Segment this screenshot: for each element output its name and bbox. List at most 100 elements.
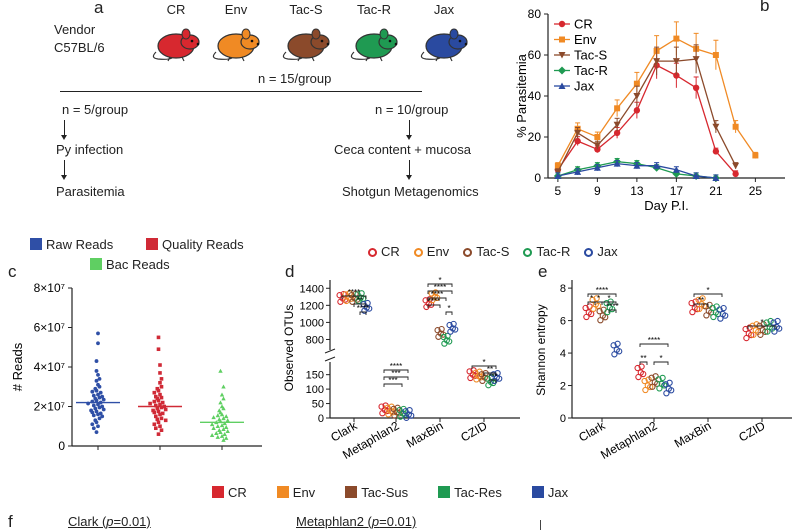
y-tick-label: 20 [528,130,542,144]
data-point [90,389,95,394]
data-point [91,413,96,418]
bracket-line [639,361,648,365]
significance-bracket: ** [483,365,497,376]
data-point [438,325,445,333]
data-point [163,407,168,412]
bracket-line [353,303,367,307]
mouse-leg [435,56,439,62]
bracket-line [427,290,453,294]
data-point [159,428,164,432]
y-axis-label: # Reads [10,342,25,391]
data-point [673,35,680,42]
series-jax [554,160,720,181]
x-tick-label: 25 [749,184,763,198]
data-point [712,148,720,155]
mouse-leg [241,56,245,62]
category-metaphlan2 [634,363,675,397]
legend-text: Jax [574,79,595,94]
data-point [655,376,662,383]
legend-bottom-env: Env [276,485,315,500]
data-point [221,437,226,442]
axis-break [324,356,336,362]
x-tick-label: 9 [594,184,601,198]
bracket-stars: * [706,286,709,295]
data-point [770,319,777,326]
significance-bracket: *** [383,369,409,380]
data-point [219,392,225,397]
bracket-line [601,301,617,305]
data-point [98,390,103,395]
data-point [712,52,719,58]
data-point [695,296,702,304]
mouse-nose [326,42,330,46]
data-point [152,390,157,395]
data-point [90,422,95,427]
data-point [101,407,106,412]
data-point [554,172,562,179]
data-point [158,363,162,367]
data-point [443,337,450,344]
data-point [211,415,216,420]
significance-bracket: **** [587,286,617,297]
bracket-stars: **** [348,288,360,297]
y-tick-label: 60 [528,48,542,62]
mouse-icon-env [212,28,260,62]
data-point [585,309,592,316]
legend-marker [558,66,566,75]
data-point [90,410,95,415]
data-point [634,364,641,372]
data-point [97,416,102,421]
data-point [699,295,706,302]
y-tick-label: 150 [306,370,324,382]
data-point [148,401,152,406]
data-point [472,369,479,376]
data-point [156,335,161,340]
category-maxbin [688,295,729,322]
group-bac-reads [200,368,244,442]
data-point [152,410,157,415]
data-point [158,402,162,407]
data-point [582,304,589,312]
significance-bracket: **** [427,283,453,294]
legend-de-env: Env [413,244,449,259]
data-point [219,433,225,438]
x-tick-label: 17 [670,184,684,198]
data-point [219,412,225,417]
legend-de-text: CR [381,244,400,259]
mouse-ear [449,28,459,40]
x-axis-label: Day P.I. [644,198,689,213]
data-point [224,425,229,430]
data-point [574,129,582,137]
bracket-stars: * [760,318,763,327]
legend-bottom-text: Jax [547,485,569,500]
bracket-stars: **** [390,362,402,371]
branch-line [60,91,422,92]
data-point [692,56,700,63]
group-quality-reads [138,335,182,436]
data-point [357,294,364,301]
legend-text: Env [574,32,597,47]
panel-label-d: d [285,262,295,281]
y-tick-label: 2 [560,381,566,393]
data-point [688,299,695,307]
bracket-line [693,303,709,307]
mouse-icon-tac-r [350,28,398,62]
data-point [613,346,620,353]
mouse-nose [196,42,200,46]
data-point [432,289,439,296]
legend-bottom-cr: CR [212,485,247,500]
legend-tac-s: Tac-S [554,48,608,63]
panel-label-f: f [8,512,13,531]
group-label-tac-s: Tac-S [289,2,323,17]
data-point [221,416,226,421]
panel-label-c: c [8,262,17,281]
data-point [354,291,361,298]
bracket-line [639,343,669,347]
mouse-nose [256,42,260,46]
significance-bracket: * [693,286,723,297]
y-tick-label: 4 [560,348,566,360]
bracket-line [653,361,669,365]
data-point [732,123,739,130]
bracket-line [427,283,453,287]
